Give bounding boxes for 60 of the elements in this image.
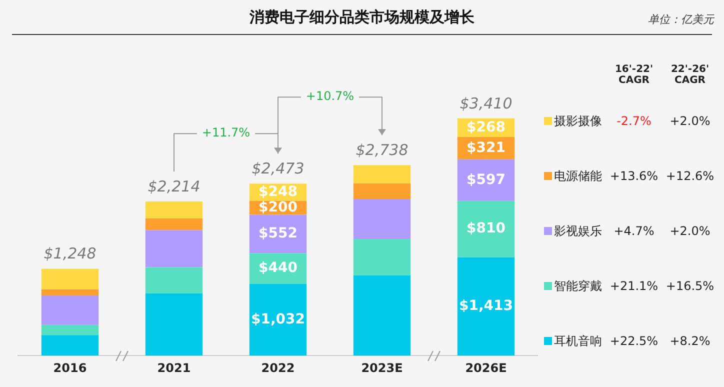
chart-title: 消费电子细分品类市场规模及增长 bbox=[250, 8, 474, 26]
bar bbox=[145, 267, 203, 294]
bar bbox=[457, 200, 515, 258]
data-label: $552 bbox=[258, 226, 298, 242]
bar bbox=[145, 218, 203, 230]
text: 单位：亿美元 bbox=[648, 12, 714, 27]
data-label: $1,032 bbox=[250, 311, 306, 328]
text: +10.7% bbox=[306, 89, 354, 104]
bar bbox=[353, 199, 411, 240]
text: +21.1% bbox=[608, 279, 660, 293]
bar bbox=[41, 335, 99, 356]
bar bbox=[41, 295, 99, 325]
text: +22.5% bbox=[608, 334, 660, 348]
total-label: $2,214 bbox=[148, 177, 200, 196]
text: +2.0% bbox=[668, 224, 712, 238]
x-tick-label: 2021 bbox=[157, 360, 191, 375]
legend-label: 摄影摄像 bbox=[554, 113, 602, 130]
legend-label: 智能穿戴 bbox=[554, 278, 602, 295]
x-tick-label: 2026E bbox=[465, 360, 507, 375]
bar bbox=[145, 293, 203, 356]
data-label: $1,413 bbox=[458, 298, 514, 314]
text: +12.6% bbox=[664, 169, 716, 183]
bar bbox=[353, 183, 411, 200]
text: +4.7% bbox=[612, 224, 656, 238]
legend-label: 影视娱乐 bbox=[554, 223, 602, 240]
text: 16'-22' CAGR bbox=[614, 64, 654, 86]
bar bbox=[145, 202, 203, 219]
legend-label: 耳机音响 bbox=[554, 333, 602, 350]
bar bbox=[353, 239, 411, 276]
total-label: $2,473 bbox=[252, 159, 304, 178]
x-tick-label: 2023E bbox=[361, 360, 403, 375]
text: +13.6% bbox=[608, 169, 660, 183]
data-label: $200 bbox=[258, 199, 298, 216]
annotation: +11.7% bbox=[202, 126, 250, 140]
legend-label: 电源储能 bbox=[554, 168, 602, 185]
x-tick-label: 2016 bbox=[53, 360, 87, 375]
text: -2.7% bbox=[616, 114, 652, 128]
bar bbox=[249, 284, 307, 356]
data-label: $321 bbox=[466, 140, 506, 156]
bar bbox=[353, 165, 411, 184]
data-label: $248 bbox=[258, 184, 298, 200]
bar bbox=[41, 289, 99, 296]
x-tick-label: 2022 bbox=[261, 360, 295, 375]
bar bbox=[457, 257, 515, 356]
total-label: $2,738 bbox=[356, 140, 408, 159]
bar bbox=[353, 275, 411, 356]
bar bbox=[41, 324, 99, 336]
text: +2.0% bbox=[668, 114, 712, 128]
text: 22'-26' CAGR bbox=[670, 64, 710, 86]
bar bbox=[457, 159, 515, 201]
data-label: $597 bbox=[466, 172, 506, 188]
data-label: $268 bbox=[466, 119, 506, 136]
text: +8.2% bbox=[668, 334, 712, 348]
bar bbox=[145, 230, 203, 268]
total-label: $3,410 bbox=[460, 94, 512, 112]
bar bbox=[41, 268, 99, 290]
total-label: $1,248 bbox=[44, 244, 96, 263]
data-label: $810 bbox=[466, 220, 506, 237]
data-label: $440 bbox=[258, 260, 298, 276]
text: +16.5% bbox=[664, 279, 716, 293]
